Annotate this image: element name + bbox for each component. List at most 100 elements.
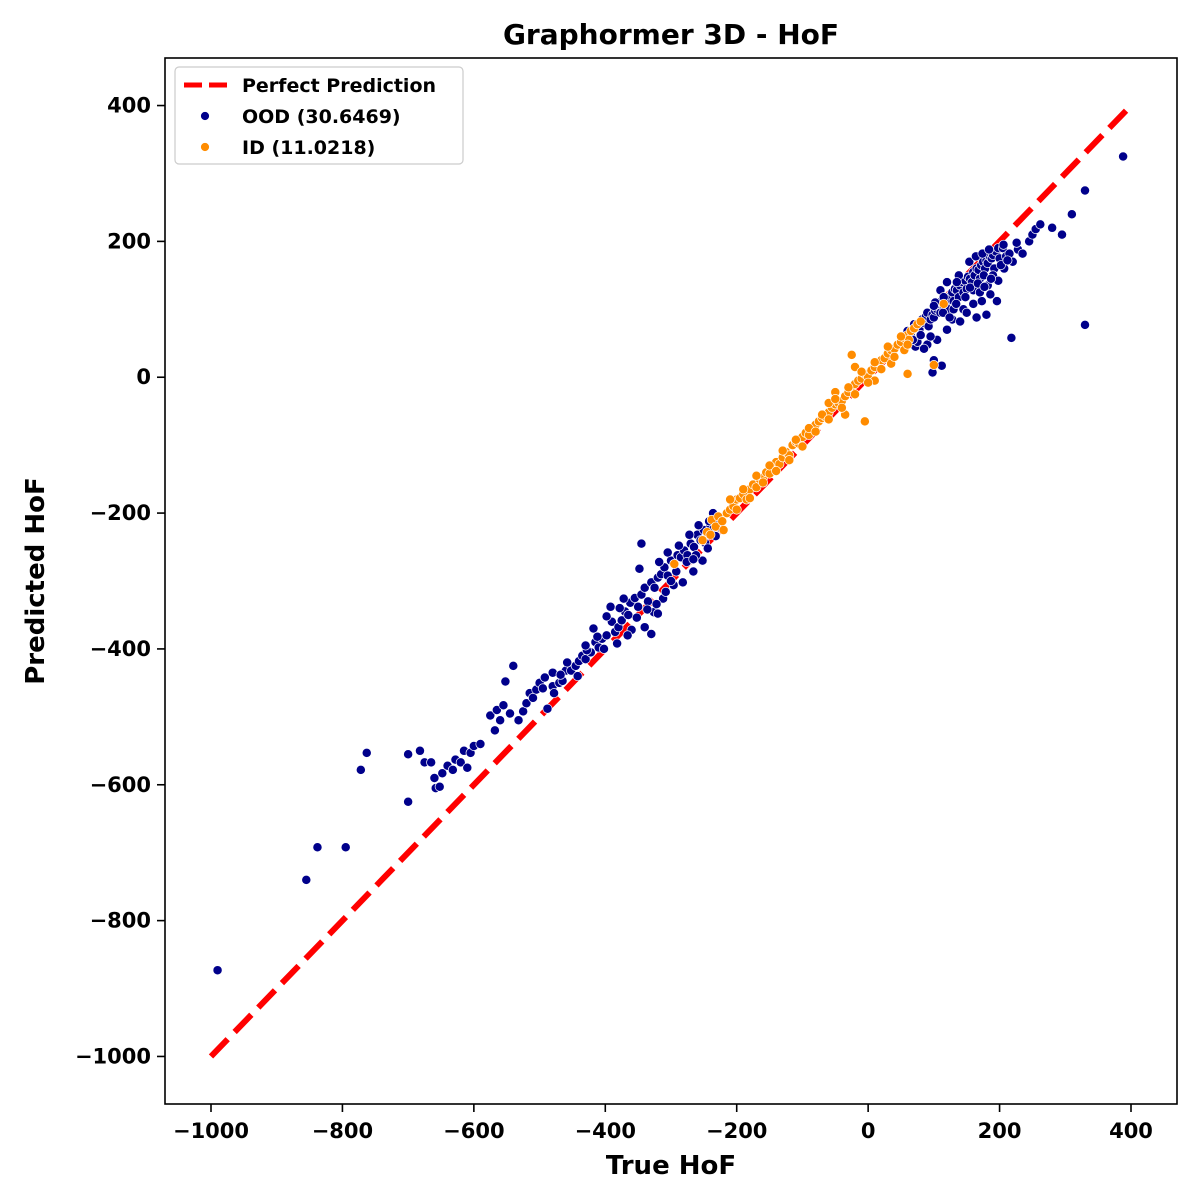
- data-point: [612, 638, 623, 649]
- data-point: [984, 244, 995, 255]
- data-point: [928, 360, 939, 370]
- data-point: [942, 324, 952, 335]
- data-point: [810, 426, 821, 437]
- data-point: [1002, 255, 1013, 266]
- y-tick-label: 0: [136, 365, 151, 389]
- data-point: [784, 455, 795, 466]
- data-point: [960, 292, 971, 303]
- data-point: [981, 309, 992, 320]
- data-point: [705, 529, 716, 540]
- data-point: [415, 745, 425, 756]
- data-point: [955, 316, 966, 327]
- data-point: [639, 582, 650, 593]
- data-point: [846, 349, 857, 360]
- data-point: [426, 757, 437, 768]
- data-point: [758, 477, 768, 488]
- data-point: [642, 604, 653, 615]
- x-axis-label: True HoF: [606, 1151, 736, 1181]
- data-point: [971, 312, 982, 323]
- data-point: [697, 535, 708, 546]
- data-point: [830, 394, 841, 404]
- legend-ood-label: OOD (30.6469): [242, 106, 401, 128]
- data-point: [677, 577, 688, 588]
- data-point: [312, 842, 323, 853]
- y-tick-label: −1000: [75, 1044, 151, 1068]
- data-point: [986, 273, 996, 284]
- x-tick-label: 200: [978, 1119, 1022, 1143]
- data-point: [521, 698, 532, 709]
- data-point: [1118, 151, 1129, 162]
- data-point: [555, 669, 566, 680]
- data-point: [601, 611, 612, 622]
- data-point: [919, 343, 929, 354]
- legend-box: [174, 66, 464, 165]
- data-point: [614, 603, 625, 614]
- data-point: [403, 796, 414, 807]
- data-point: [646, 629, 657, 639]
- data-point: [1080, 319, 1090, 330]
- data-point: [588, 623, 599, 634]
- data-point: [542, 703, 553, 714]
- data-point: [447, 764, 458, 775]
- data-point: [485, 710, 496, 721]
- data-point: [508, 660, 519, 671]
- data-point: [944, 312, 955, 323]
- x-tick-label: 400: [1109, 1119, 1153, 1143]
- legend-ood-swatch: [200, 111, 210, 121]
- data-point: [669, 559, 680, 569]
- data-point: [889, 351, 900, 362]
- data-point: [688, 566, 699, 577]
- data-point: [462, 762, 473, 773]
- data-point: [717, 516, 728, 527]
- data-point: [991, 296, 1002, 307]
- y-tick-label: −400: [90, 637, 151, 661]
- data-point: [998, 239, 1009, 250]
- data-point: [951, 298, 962, 309]
- data-point: [790, 434, 801, 445]
- data-point: [718, 525, 729, 536]
- x-tick-label: 0: [861, 1119, 876, 1143]
- data-point: [631, 612, 642, 623]
- data-point: [869, 357, 880, 368]
- data-point: [437, 768, 448, 779]
- data-point: [340, 842, 351, 853]
- data-point: [562, 657, 573, 668]
- x-tick-label: −600: [443, 1119, 504, 1143]
- y-axis-label: Predicted HoF: [21, 477, 51, 685]
- data-point: [688, 554, 699, 565]
- data-point: [361, 747, 372, 758]
- data-point: [965, 282, 975, 293]
- data-point: [1035, 219, 1046, 230]
- data-point: [942, 277, 952, 288]
- legend-id-swatch: [200, 142, 210, 152]
- data-point: [902, 368, 913, 379]
- data-point: [902, 339, 913, 350]
- data-point: [951, 277, 962, 288]
- y-tick-label: −200: [90, 501, 151, 525]
- data-point: [549, 688, 559, 699]
- data-point: [961, 307, 972, 318]
- data-point: [928, 300, 939, 311]
- data-point: [856, 366, 867, 377]
- data-point: [455, 757, 466, 768]
- y-tick-label: −600: [90, 773, 151, 797]
- data-point: [660, 586, 671, 597]
- data-point: [666, 576, 676, 586]
- x-tick-label: −1000: [173, 1119, 249, 1143]
- data-point: [896, 331, 906, 342]
- x-tick-label: −800: [312, 1119, 373, 1143]
- data-point: [823, 414, 834, 425]
- data-point: [623, 610, 634, 620]
- data-point: [859, 416, 870, 427]
- data-point: [434, 781, 445, 792]
- data-point: [925, 331, 936, 342]
- data-point: [843, 382, 854, 393]
- data-point: [537, 683, 548, 694]
- data-point: [580, 640, 591, 651]
- data-point: [618, 593, 629, 604]
- data-point: [731, 504, 742, 515]
- data-point: [915, 316, 926, 327]
- data-point: [976, 296, 987, 307]
- data-point: [863, 377, 874, 388]
